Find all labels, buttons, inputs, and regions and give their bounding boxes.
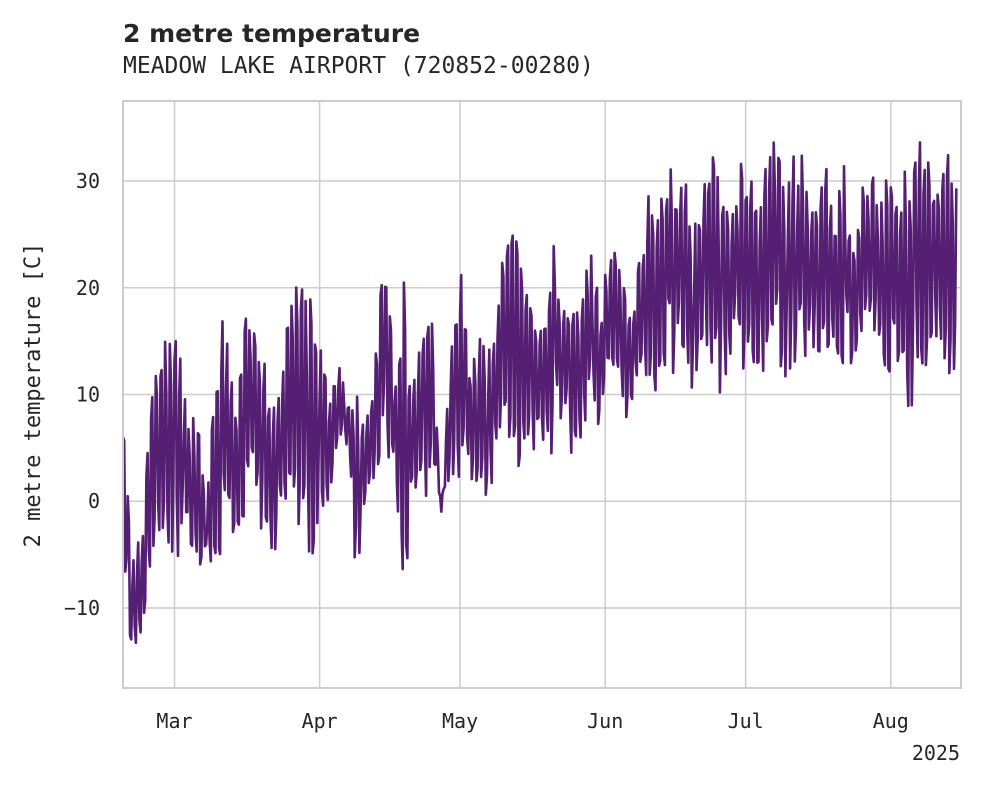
plot-frame [122,100,962,689]
x-tick-label-apr: Apr [302,709,338,733]
y-tick-labels: −10 0 10 20 30 [64,169,100,620]
x-tick-labels: Mar Apr May Jun Jul Aug [156,709,908,733]
y-tick-label--10: −10 [64,596,100,620]
x-tick-label-jul: Jul [728,709,764,733]
y-axis-label: 2 metre temperature [C] [21,243,46,548]
x-tick-label-mar: Mar [156,709,192,733]
x-tick-label-may: May [442,709,478,733]
temperature-series-line [121,141,958,645]
chart-subtitle: MEADOW LAKE AIRPORT (720852-00280) [123,53,594,79]
y-tick-label-10: 10 [76,383,100,407]
series-layer [121,141,958,645]
x-tick-label-jun: Jun [587,709,623,733]
chart-title: 2 metre temperature [123,19,420,48]
y-tick-label-20: 20 [76,276,100,300]
y-tick-label-0: 0 [88,489,100,513]
y-tick-label-30: 30 [76,169,100,193]
x-tick-label-aug: Aug [873,709,909,733]
year-label: 2025 [912,741,960,765]
